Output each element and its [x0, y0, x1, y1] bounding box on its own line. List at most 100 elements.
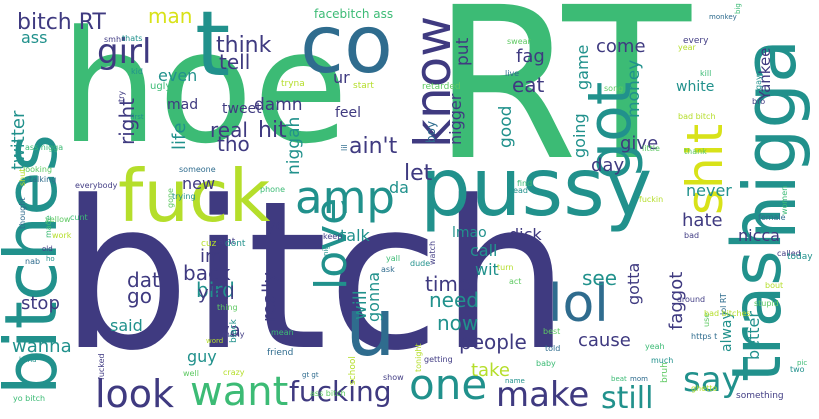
word-friend: friend: [267, 348, 294, 358]
word-better: better: [744, 311, 763, 360]
word-monkey: monkey: [709, 13, 737, 21]
word-cause: cause: [578, 330, 631, 351]
word-gotta: gotta: [624, 262, 643, 305]
word-bro: bro: [752, 97, 766, 106]
word-want: want: [190, 369, 289, 415]
word-ghetto: ghetto: [691, 384, 718, 393]
word-said: said: [110, 316, 143, 335]
word-right: right: [115, 98, 139, 145]
word-boy: boy: [424, 120, 438, 143]
word-everybody: everybody: [75, 181, 118, 190]
word-song: song: [604, 84, 624, 93]
word-wanna: wanna: [12, 336, 72, 357]
word-bout: bout: [765, 281, 784, 290]
word-year: year: [678, 43, 696, 52]
word-many: many: [222, 330, 245, 339]
word-tweet: tweet: [222, 101, 262, 117]
word-dude: dude: [410, 259, 431, 268]
word-white: white: [676, 79, 715, 95]
word-ask: ask: [381, 265, 395, 274]
word-talk: talk: [340, 226, 370, 245]
word-day: day: [591, 155, 625, 176]
word-stupid: stupid: [754, 299, 779, 308]
word-call: call: [470, 241, 498, 260]
word-tonight: tonight: [414, 343, 423, 372]
word-bad: bad: [684, 231, 700, 240]
word-women: women: [780, 185, 789, 215]
word-one: one: [409, 360, 488, 409]
word-yo: yo: [266, 216, 286, 235]
word-fag: fag: [516, 46, 545, 67]
word-show: show: [383, 373, 404, 382]
word-make: make: [496, 375, 590, 415]
word-ain-t: ain't: [349, 134, 398, 159]
word-nig: nig: [322, 245, 330, 256]
word-co: co: [300, 0, 393, 91]
word-fuck: fuck: [118, 154, 271, 238]
word-time: time: [425, 272, 471, 296]
word-ugly: ugly: [150, 81, 172, 92]
word-ass: ass: [21, 28, 48, 47]
word-word: word: [206, 337, 224, 345]
word-bruh: bruh: [660, 362, 670, 383]
word-around: around: [677, 295, 706, 304]
word-shut: shut: [18, 168, 27, 186]
word-best: best: [543, 327, 561, 336]
word-thank: thank: [684, 147, 707, 156]
word-yo-bitch: yo bitch: [13, 394, 46, 403]
word-wit: wit: [475, 260, 499, 279]
word-yankee: Yankee: [756, 47, 774, 100]
word-tell: tell: [219, 50, 251, 74]
word-go: go: [127, 284, 152, 308]
word-talking: talking: [29, 175, 57, 184]
word-hit: hit: [258, 118, 287, 143]
word-dont: dont: [225, 239, 246, 249]
word-tryna: tryna: [281, 79, 305, 89]
word-money: money: [624, 59, 644, 118]
word-beat: beat: [611, 375, 627, 383]
word-start: start: [353, 81, 374, 91]
word-put: put: [453, 37, 473, 66]
word-mad: mad: [167, 97, 199, 113]
word-hate: hate: [682, 210, 723, 231]
word-eat: eat: [512, 73, 545, 97]
word-t: t: [195, 0, 231, 97]
word-something: something: [736, 391, 784, 401]
word-let: let: [404, 161, 433, 186]
word-ur: ur: [333, 68, 350, 87]
word-rt: RT: [432, 0, 691, 207]
word-game: game: [573, 44, 592, 90]
word-baby: baby: [536, 359, 556, 368]
word-someone: someone: [179, 165, 216, 174]
word-live: live: [505, 69, 520, 78]
word-bad-bitch: bad bitch: [678, 112, 716, 121]
word-gone: gone: [166, 188, 175, 208]
word-old: old: [42, 245, 53, 253]
word-amp: amp: [295, 171, 395, 224]
word-today: today: [787, 252, 813, 262]
word-bird: bird: [196, 278, 235, 302]
word-mean: mean: [271, 328, 294, 337]
word-bitch: bitch: [60, 158, 571, 396]
word-yall: yall: [386, 254, 401, 263]
word-fucked: fucked: [97, 353, 106, 380]
word-take: take: [471, 360, 510, 381]
word-name: name: [505, 377, 525, 385]
word-feel: feel: [335, 105, 362, 121]
word-really: really: [259, 272, 280, 322]
word-hoe: hoe: [60, 0, 349, 178]
word-nab: nab: [25, 257, 41, 266]
word-say: say: [683, 360, 742, 400]
word-u: u: [345, 281, 396, 374]
word-da: da: [389, 178, 409, 197]
word-yeah: yeah: [645, 342, 665, 351]
word-ya: ya: [219, 320, 241, 341]
word-turn: turn: [497, 263, 514, 272]
word-lol: lol: [548, 274, 609, 334]
word-think: think: [216, 33, 272, 58]
word-lil: lil: [340, 144, 349, 151]
word-dat: dat: [127, 268, 160, 292]
word-girl: girl: [97, 32, 152, 72]
word-work: work: [52, 231, 72, 240]
